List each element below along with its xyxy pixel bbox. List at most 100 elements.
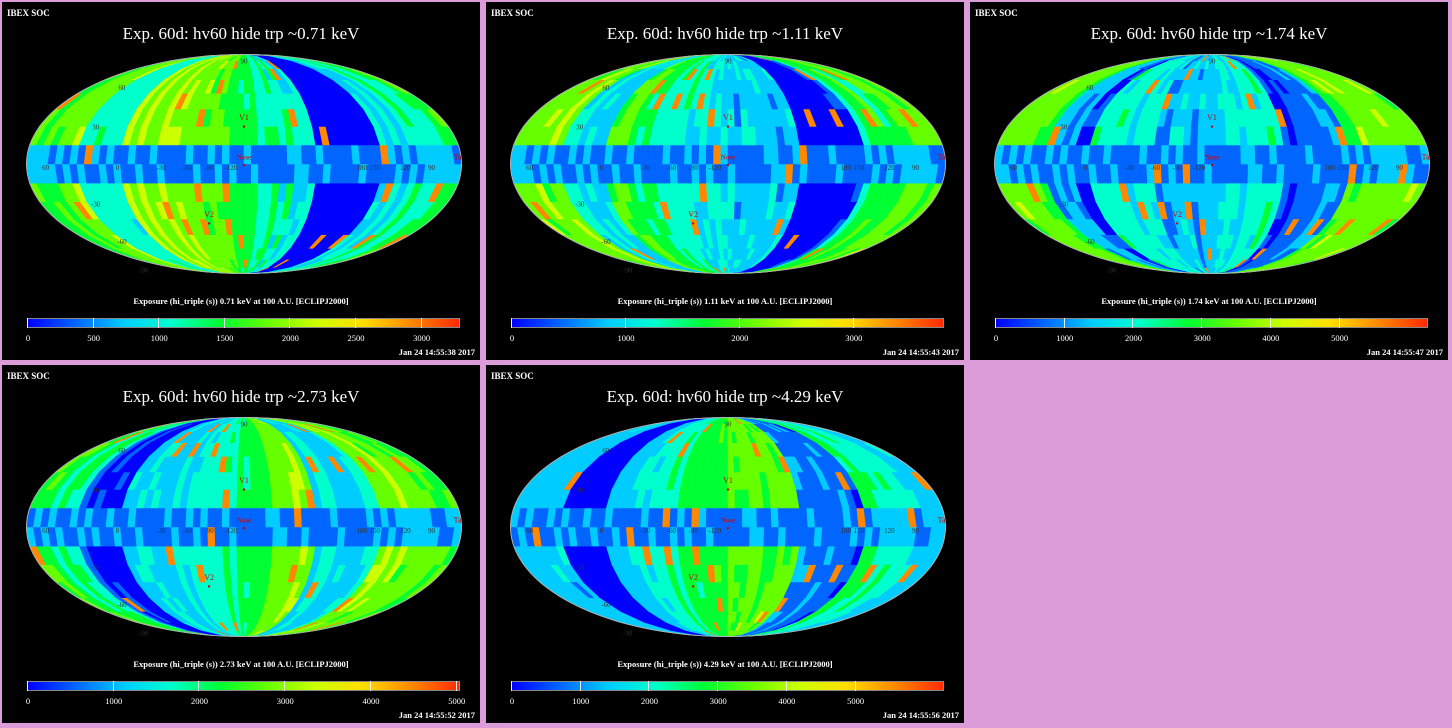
heatmap-cell xyxy=(243,489,252,509)
marker-dot xyxy=(242,526,246,530)
heatmap-cell xyxy=(229,144,238,165)
heatmap-cell xyxy=(229,507,238,528)
colorbar-tick-label: 0 xyxy=(25,696,31,706)
mollweide-sky-map: 60 0 -30 -60 -90 -120 180 150 120 906030-30-60-90… xyxy=(510,417,946,637)
longitude-label: -60 xyxy=(667,164,677,172)
heatmap-cell xyxy=(257,545,266,565)
heatmap-cell xyxy=(698,507,707,528)
heatmap-cell xyxy=(749,144,758,165)
heatmap-cell xyxy=(720,126,729,146)
heatmap-cell xyxy=(1190,126,1199,146)
marker-dot xyxy=(242,488,246,491)
heatmap-cell xyxy=(1197,182,1206,202)
heatmap-cell xyxy=(192,526,202,547)
heatmap-cell xyxy=(1240,144,1249,165)
heatmap-cell xyxy=(214,507,223,528)
heatmap-cell xyxy=(293,163,303,184)
longitude-label: 0 xyxy=(600,164,604,172)
colorbar-tick-label: 3000 xyxy=(845,333,863,343)
longitude-label: -30 xyxy=(156,164,166,172)
heatmap-cell xyxy=(654,163,664,184)
heatmap-cell xyxy=(713,108,723,127)
latitude-label: 30 xyxy=(576,124,584,132)
heatmap-cell xyxy=(1268,144,1278,165)
latitude-label: 60 xyxy=(118,447,126,455)
longitude-label: -120 xyxy=(1192,164,1205,172)
heatmap-cell xyxy=(237,581,245,598)
longitude-label: -60 xyxy=(1151,164,1161,172)
heatmap-cell xyxy=(770,163,780,184)
latitude-label: 60 xyxy=(602,84,610,92)
heatmap-cell xyxy=(243,526,252,547)
longitude-label: 0 xyxy=(1084,164,1088,172)
heatmap-cell xyxy=(1183,182,1192,202)
heatmap-cell xyxy=(654,526,664,547)
heatmap-cell xyxy=(756,144,765,165)
map-outline xyxy=(26,54,462,274)
mollweide-sky-map: 60 0 -30 -60 -90 -120 180 150 120 906030-30-60-90… xyxy=(510,54,946,274)
heatmap-cell xyxy=(229,108,239,127)
heatmap-cell xyxy=(1204,201,1213,220)
colorbar-label: Exposure (hi_triple (s)) 1.11 keV at 100… xyxy=(617,296,833,306)
colorbar-tick xyxy=(92,318,94,328)
heatmap-cell xyxy=(684,507,693,528)
longitude-label: 150 xyxy=(1338,164,1349,172)
heatmap-cell xyxy=(279,163,288,184)
heatmap-cell xyxy=(1160,163,1170,184)
heatmap-cell xyxy=(250,182,259,202)
colorbar-tick xyxy=(198,681,200,691)
colorbar-tick xyxy=(1132,318,1134,328)
heatmap-cell xyxy=(286,526,296,547)
heatmap-cell xyxy=(1197,108,1207,127)
heatmap-cell xyxy=(727,163,736,184)
heatmap-cell xyxy=(1138,144,1148,165)
longitude-label: 60 xyxy=(526,164,534,172)
colorbar-label: Exposure (hi_triple (s)) 2.73 keV at 100… xyxy=(133,659,349,669)
heatmap-cell xyxy=(1276,163,1286,184)
heatmap-cell xyxy=(192,507,202,528)
heatmap-cell xyxy=(1197,201,1207,220)
timestamp: Jan 24 14:55:38 2017 xyxy=(398,347,475,357)
heatmap-cell xyxy=(1175,144,1184,165)
marker-dot xyxy=(207,585,211,588)
heatmap-cell xyxy=(231,92,239,110)
latitude-label: -60 xyxy=(601,238,611,246)
heatmap-cell xyxy=(308,144,318,165)
longitude-label: 90 xyxy=(428,527,436,535)
heatmap-cell xyxy=(713,144,722,165)
heatmap-cell xyxy=(1211,163,1220,184)
heatmap-cell xyxy=(308,507,318,528)
heatmap-cell xyxy=(713,182,722,202)
colorbar-tick-label: 5000 xyxy=(448,696,466,706)
heatmap-cell xyxy=(691,507,700,528)
longitude-label: 120 xyxy=(884,164,895,172)
colorbar-tick-label: 2000 xyxy=(281,333,299,343)
panel-label: IBEX SOC xyxy=(975,8,1018,18)
marker-tail: Tail xyxy=(454,516,462,525)
heatmap-cell xyxy=(676,507,686,528)
marker-v2: V2 xyxy=(204,210,214,219)
heatmap-cell xyxy=(706,182,715,202)
heatmap-cell xyxy=(170,163,180,184)
heatmap-cell xyxy=(1211,182,1220,202)
mollweide-sky-map: 60 0 -30 -60 -90 -120 180 150 120 906030-30-60-90… xyxy=(994,54,1430,274)
latitude-label: 30 xyxy=(92,487,100,495)
colorbar-tick-label: 2000 xyxy=(190,696,208,706)
heatmap-cell xyxy=(229,182,238,202)
marker-v2: V2 xyxy=(1172,210,1182,219)
heatmap-cell xyxy=(293,507,303,528)
longitude-label: 0 xyxy=(116,527,120,535)
latitude-label: -30 xyxy=(91,564,101,572)
heatmap-cell xyxy=(279,144,288,165)
heatmap-cell xyxy=(222,489,231,509)
heatmap-cell xyxy=(221,507,231,528)
marker-v2: V2 xyxy=(688,210,698,219)
colorbar-tick-label: 2500 xyxy=(347,333,365,343)
marker-dot xyxy=(726,125,730,128)
heatmap-cell xyxy=(236,489,245,509)
heatmap-cell xyxy=(741,163,751,184)
longitude-label: -60 xyxy=(183,164,193,172)
heatmap-cell xyxy=(691,144,700,165)
heatmap-cell xyxy=(236,564,245,583)
heatmap-cell xyxy=(250,163,259,184)
